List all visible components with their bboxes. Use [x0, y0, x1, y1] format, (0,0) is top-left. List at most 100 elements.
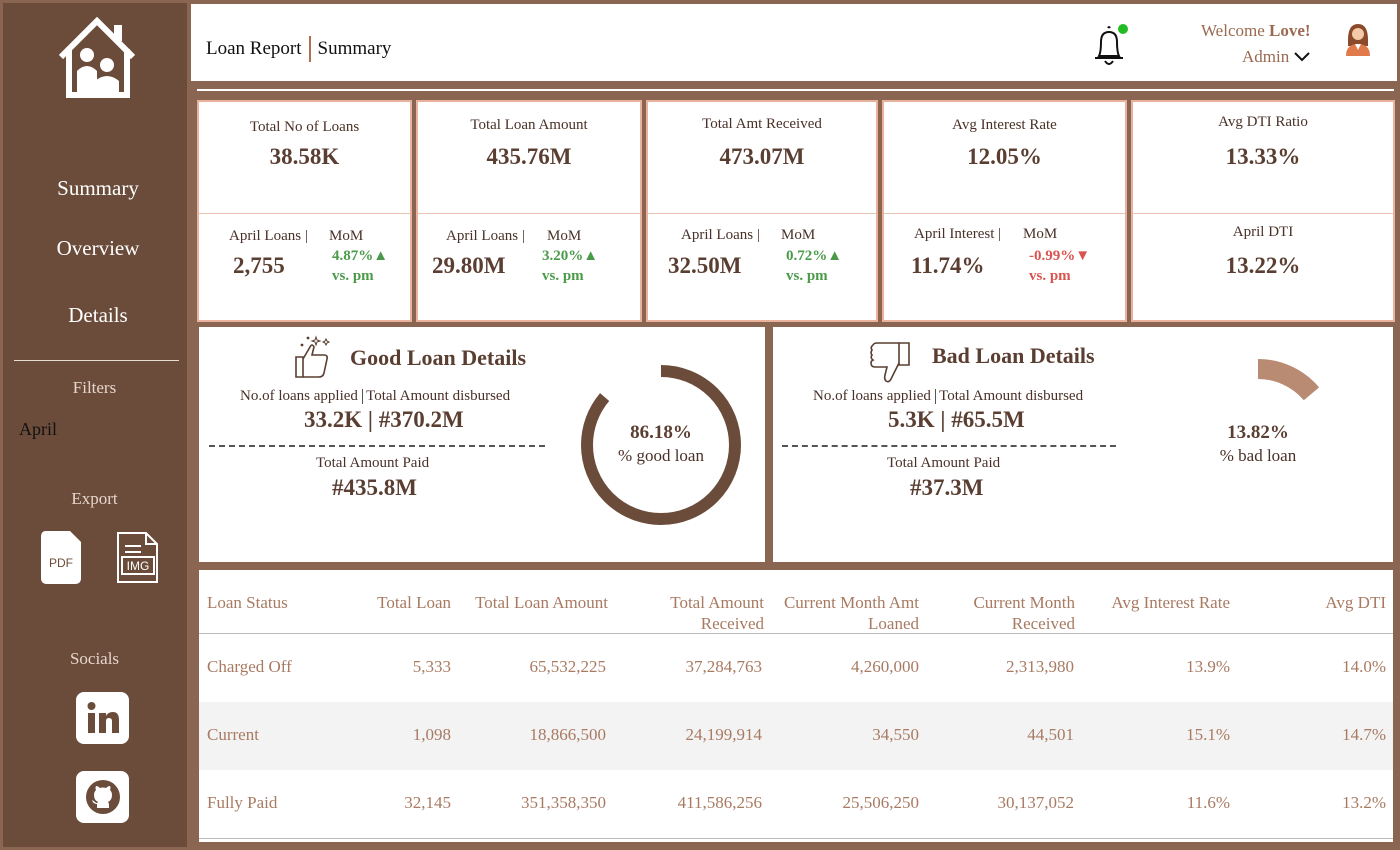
img-export-icon[interactable]: IMG — [115, 530, 160, 590]
table-cell: 65,532,225 — [529, 657, 607, 676]
mom-label: MoM — [547, 228, 582, 244]
down-arrow-icon: ▼ — [1075, 248, 1091, 264]
svg-text:PDF: PDF — [49, 556, 73, 570]
nav-details[interactable]: Details — [68, 303, 128, 327]
kpi-sub-value: 32.50M — [668, 253, 742, 278]
table-row[interactable]: Current 1,098 18,866,500 24,199,914 34,5… — [199, 702, 1393, 770]
column-header[interactable]: Total Amount Received — [670, 593, 764, 633]
bad-loan-panel: Bad Loan Details No.of loans applied Tot… — [773, 327, 1393, 562]
sidebar: Summary Overview Details Filters April E… — [0, 0, 190, 850]
mom-value: -0.99%▼ — [1029, 248, 1091, 264]
report-title: Loan Report — [206, 38, 302, 59]
kpi-card-interest-rate: Avg Interest Rate 12.05% April Interest … — [882, 100, 1127, 322]
loan-status-table: Loan Status Total Loan Total Loan Amount… — [199, 570, 1393, 842]
kpi-sub-label: April DTI — [1232, 224, 1294, 240]
page-title: Loan Report Summary — [206, 36, 391, 62]
thumbs-down-icon — [870, 342, 910, 383]
github-icon[interactable] — [76, 771, 129, 823]
kpi-sub-value: 11.74% — [911, 253, 985, 278]
table-bottom-line — [199, 838, 1393, 839]
mom-label: MoM — [781, 227, 816, 243]
mom-vs: vs. pm — [542, 268, 584, 284]
table-row[interactable]: Charged Off 5,333 65,532,225 37,284,763 … — [199, 634, 1393, 702]
mom-value: 3.20%▲ — [542, 248, 599, 264]
table-cell: 5,333 — [412, 657, 451, 676]
table-cell: 14.7% — [1342, 725, 1386, 744]
table-cell: 2,313,980 — [1006, 657, 1074, 676]
kpi-value: 12.05% — [967, 144, 1042, 169]
table-cell: 14.0% — [1342, 657, 1386, 676]
column-header[interactable]: Avg Interest Rate — [1111, 593, 1230, 612]
table-cell: 25,506,250 — [842, 793, 920, 812]
table-cell: Current — [207, 725, 259, 744]
nav-summary[interactable]: Summary — [57, 176, 139, 200]
column-header[interactable]: Total Loan — [377, 593, 451, 612]
notification-bell-icon[interactable] — [1089, 24, 1129, 73]
bad-loan-title: Bad Loan Details — [932, 343, 1095, 368]
kpi-label: Total No of Loans — [249, 119, 360, 135]
filter-month[interactable]: April — [19, 419, 57, 439]
header-divider — [199, 633, 1393, 634]
kpi-sub-label: April Loans | — [446, 228, 525, 244]
table-cell: 24,199,914 — [685, 725, 763, 744]
socials-label: Socials — [69, 649, 120, 668]
table-cell: 11.6% — [1186, 793, 1230, 812]
kpi-label: Avg Interest Rate — [952, 117, 1057, 133]
table-cell: 4,260,000 — [851, 657, 919, 676]
table-cell: 34,550 — [872, 725, 919, 744]
kpi-value: 13.33% — [1225, 144, 1301, 169]
bad-loan-percent: 13.82% — [1227, 422, 1289, 443]
bad-loan-subheader: No.of loans applied Total Amount disburs… — [813, 388, 1084, 405]
kpi-sub-value: 29.80M — [432, 253, 506, 278]
header-underline — [197, 89, 1394, 91]
table-cell: Charged Off — [207, 657, 292, 676]
nav-overview[interactable]: Overview — [56, 236, 140, 260]
kpi-value: 435.76M — [486, 144, 572, 169]
bad-loan-percent-label: % bad loan — [1219, 446, 1297, 465]
column-header[interactable]: Current Month Amt Loaned — [783, 593, 919, 633]
svg-text:IMG: IMG — [127, 559, 150, 573]
good-loan-divider — [209, 445, 545, 447]
table-cell: 13.2% — [1342, 793, 1386, 812]
bad-loan-paid-label: Total Amount Paid — [887, 455, 1001, 471]
table-cell: 18,866,500 — [529, 725, 607, 744]
good-loan-donut-arc — [581, 365, 741, 525]
table-cell: 15.1% — [1186, 725, 1230, 744]
column-header[interactable]: Avg DTI — [1325, 593, 1386, 612]
kpi-sub-value: 2,755 — [233, 253, 285, 278]
column-header[interactable]: Current Month Received — [973, 593, 1075, 633]
report-subtitle: Summary — [317, 38, 392, 59]
mom-vs: vs. pm — [1029, 268, 1071, 284]
export-label: Export — [71, 489, 118, 508]
good-loan-paid-label: Total Amount Paid — [316, 455, 430, 471]
good-loan-panel: Good Loan Details No.of loans applied To… — [199, 327, 765, 562]
up-arrow-icon: ▲ — [827, 248, 843, 264]
table-row[interactable]: Fully Paid 32,145 351,358,350 411,586,25… — [199, 770, 1393, 838]
kpi-card-total-loans: Total No of Loans 38.58K April Loans | 2… — [197, 100, 412, 322]
avatar[interactable] — [1344, 20, 1372, 61]
table-cell: Fully Paid — [207, 793, 278, 812]
kpi-card-dti-ratio: Avg DTI Ratio 13.33% April DTI 13.22% — [1131, 100, 1395, 322]
column-header[interactable]: Total Loan Amount — [475, 593, 608, 612]
kpi-sub-label: April Loans | — [681, 227, 760, 243]
linkedin-icon[interactable] — [76, 692, 129, 744]
good-loan-donut — [581, 365, 741, 525]
kpi-sub-label: April Loans | — [229, 228, 308, 244]
table-cell: 411,586,256 — [677, 793, 762, 812]
filters-label: Filters — [72, 378, 117, 397]
kpi-sub-value: 13.22% — [1225, 253, 1301, 278]
good-loan-title: Good Loan Details — [350, 345, 527, 370]
table-cell: 351,358,350 — [521, 793, 606, 812]
pdf-export-icon[interactable]: PDF — [40, 530, 82, 590]
home-logo-icon — [58, 17, 136, 98]
table-cell: 32,145 — [404, 793, 451, 812]
mom-vs: vs. pm — [786, 268, 828, 284]
column-header[interactable]: Loan Status — [207, 593, 288, 612]
kpi-card-amount-received: Total Amt Received 473.07M April Loans |… — [646, 100, 878, 322]
mom-label: MoM — [1023, 226, 1058, 242]
kpi-label: Avg DTI Ratio — [1218, 114, 1308, 130]
user-role-dropdown[interactable]: Admin — [1242, 47, 1311, 67]
good-loan-percent: 86.18% — [630, 422, 692, 443]
user-role: Admin — [1242, 47, 1290, 66]
table-cell: 44,501 — [1027, 725, 1074, 744]
